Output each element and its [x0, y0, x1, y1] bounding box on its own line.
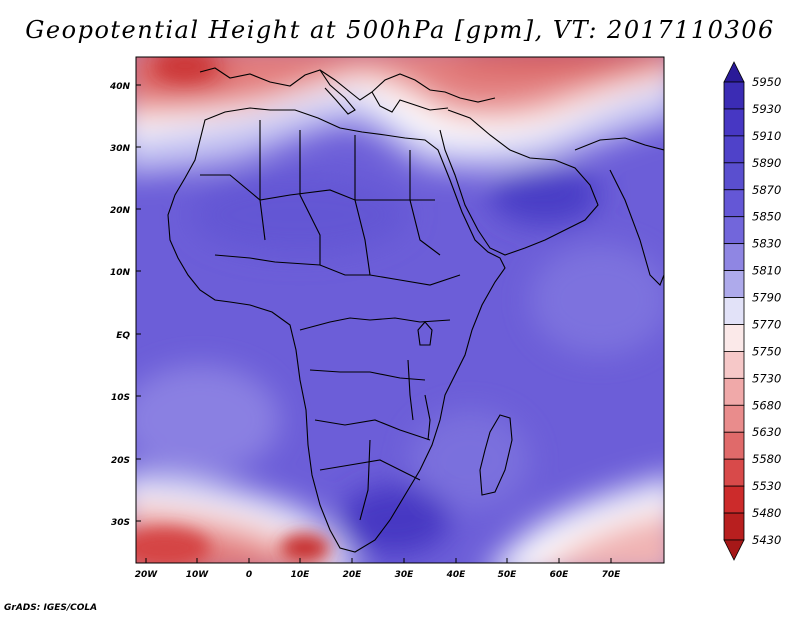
lon-label-60e: 60E — [550, 570, 570, 580]
colorbar-label: 5770 — [752, 317, 781, 331]
colorbar-cell — [723, 324, 745, 352]
colorbar-label: 5890 — [752, 156, 781, 170]
colorbar-label: 5430 — [752, 533, 781, 547]
colorbar-cell — [723, 377, 745, 406]
colorbar-cells — [723, 81, 745, 541]
colorbar-cell — [723, 81, 745, 110]
colorbar-cell — [723, 135, 745, 164]
colorbar-label: 5950 — [752, 75, 781, 89]
lon-label-70e: 70E — [602, 570, 622, 580]
colorbar-cell — [723, 189, 745, 218]
colorbar-cell — [723, 431, 745, 460]
colorbar-label: 5580 — [752, 452, 781, 466]
colorbar-cell — [723, 512, 745, 541]
lat-label-40n: 40N — [109, 82, 131, 92]
lon-label-50e: 50E — [498, 570, 518, 580]
latitude-axis: 40N 30N 20N 10N EQ 10S 20S 30S — [109, 82, 141, 528]
colorbar-label: 5930 — [752, 102, 781, 116]
height-field — [136, 57, 664, 563]
colorbar-cell — [723, 108, 745, 137]
colorbar-cell — [723, 404, 745, 433]
colorbar: 5950 5930 5910 5890 5870 5850 5830 5810 5790 5770… — [723, 61, 781, 561]
colorbar-cell — [723, 485, 745, 514]
colorbar-label: 5850 — [752, 210, 781, 224]
colorbar-label: 5910 — [752, 129, 781, 143]
lon-label-40e: 40E — [446, 570, 467, 580]
colorbar-top-arrow — [723, 61, 745, 83]
colorbar-cell — [723, 351, 745, 379]
coastlines — [167, 67, 664, 553]
map-title: Geopotential Height at 500hPa [gpm], VT:… — [25, 16, 775, 44]
colorbar-labels: 5950 5930 5910 5890 5870 5850 5830 5810 5790 5770… — [752, 75, 781, 547]
colorbar-cell — [723, 162, 745, 191]
colorbar-cell — [723, 297, 745, 325]
map-frame — [135, 56, 665, 564]
lat-label-30s: 30S — [111, 518, 130, 528]
lat-label-20n: 20N — [110, 206, 131, 216]
colorbar-label: 5630 — [752, 425, 781, 439]
lat-label-30n: 30N — [110, 144, 131, 154]
longitude-axis: 20W 10W 0 10E 20E 30E 40E 50E 60E 70E — [135, 558, 621, 580]
lon-label-10w: 10W — [186, 570, 210, 580]
lon-label-30e: 30E — [395, 570, 415, 580]
lat-label-10s: 10S — [111, 393, 130, 403]
lat-label-eq: EQ — [116, 331, 130, 341]
colorbar-label: 5750 — [752, 344, 781, 358]
colorbar-cell — [723, 216, 745, 245]
colorbar-label: 5870 — [752, 183, 781, 197]
colorbar-label: 5530 — [752, 479, 781, 493]
colorbar-label: 5480 — [752, 506, 781, 520]
lat-label-10n: 10N — [110, 268, 131, 278]
colorbar-label: 5790 — [752, 291, 781, 305]
colorbar-label: 5830 — [752, 237, 781, 251]
lon-label-0: 0 — [246, 570, 252, 580]
colorbar-label: 5810 — [752, 264, 781, 278]
lat-label-20s: 20S — [111, 456, 130, 466]
lon-label-10e: 10E — [291, 570, 311, 580]
lon-label-20w: 20W — [135, 570, 159, 580]
lon-label-20e: 20E — [343, 570, 363, 580]
colorbar-bottom-arrow — [723, 539, 745, 561]
colorbar-cell — [723, 458, 745, 487]
colorbar-label: 5730 — [752, 371, 781, 385]
colorbar-label: 5680 — [752, 398, 781, 412]
colorbar-cell — [723, 270, 745, 298]
credit-text: GrADS: IGES/COLA — [4, 603, 98, 613]
colorbar-cell — [723, 243, 745, 271]
